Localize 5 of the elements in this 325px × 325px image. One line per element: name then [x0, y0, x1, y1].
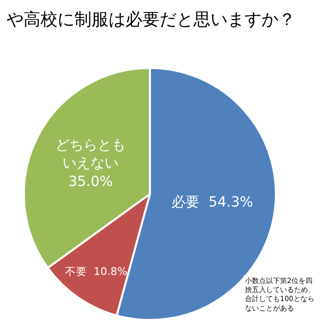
slice-label: どちらともいえない [56, 137, 126, 172]
chart-title: や高校に制服は必要だと思いますか？ [6, 10, 296, 30]
slice-label: 必要 54.3% [172, 194, 254, 210]
data-label: 35.0% [68, 174, 113, 190]
slice-label: 不要 10.8% [64, 264, 128, 278]
